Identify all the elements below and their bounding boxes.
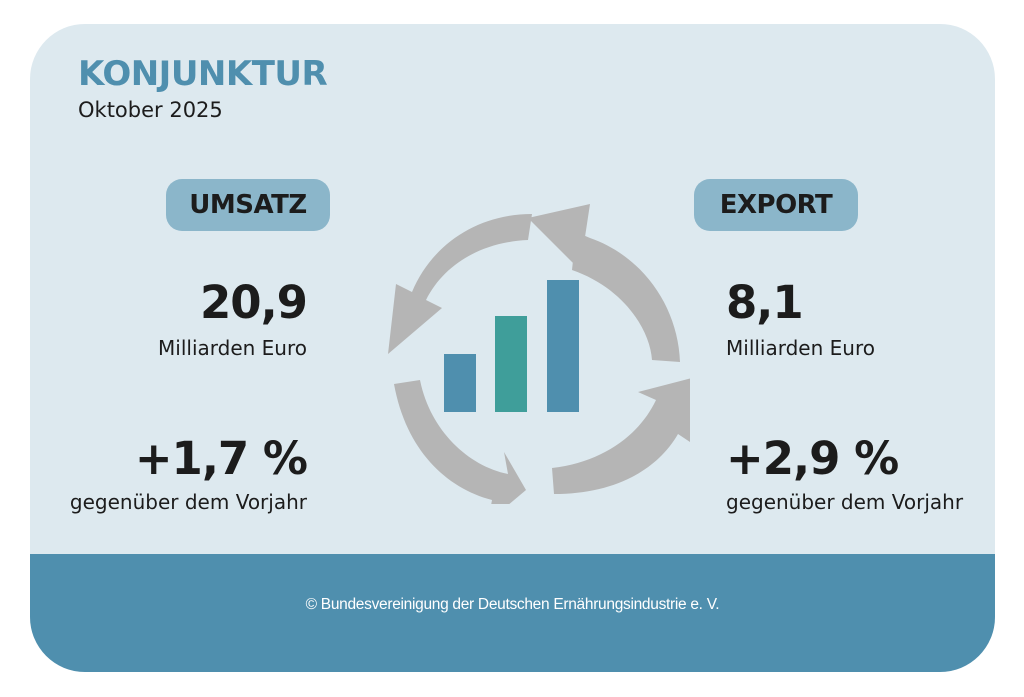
infographic-card: KONJUNKTUR Oktober 2025 UMSATZ EXPORT 20… bbox=[30, 24, 995, 672]
umsatz-value: 20,9 bbox=[199, 276, 308, 329]
cycle-arrows-icon bbox=[388, 204, 690, 504]
umsatz-badge: UMSATZ bbox=[166, 179, 330, 231]
arrow-bottom-left-icon bbox=[394, 380, 526, 504]
export-value: 8,1 bbox=[726, 276, 804, 329]
chart-bar-2 bbox=[495, 316, 527, 412]
export-change: +2,9 % bbox=[726, 432, 899, 485]
footer: © Bundesvereinigung der Deutschen Ernähr… bbox=[30, 554, 995, 672]
export-unit: Milliarden Euro bbox=[726, 336, 875, 360]
chart-bar-3 bbox=[547, 280, 579, 412]
umsatz-unit: Milliarden Euro bbox=[158, 336, 307, 360]
arrow-bottom-right-icon bbox=[552, 378, 690, 494]
page-title: KONJUNKTUR bbox=[78, 54, 328, 94]
arrow-top-left-icon bbox=[388, 214, 532, 354]
umsatz-change-label: gegenüber dem Vorjahr bbox=[69, 490, 307, 514]
export-change-label: gegenüber dem Vorjahr bbox=[726, 490, 964, 514]
chart-bar-1 bbox=[444, 354, 476, 412]
page-subtitle: Oktober 2025 bbox=[78, 98, 223, 122]
cycle-bar-chart-icon bbox=[388, 204, 690, 504]
arrow-top-right-icon bbox=[528, 204, 680, 362]
umsatz-change: +1,7 % bbox=[134, 432, 308, 485]
copyright-text: © Bundesvereinigung der Deutschen Ernähr… bbox=[305, 596, 720, 613]
export-badge: EXPORT bbox=[694, 179, 858, 231]
